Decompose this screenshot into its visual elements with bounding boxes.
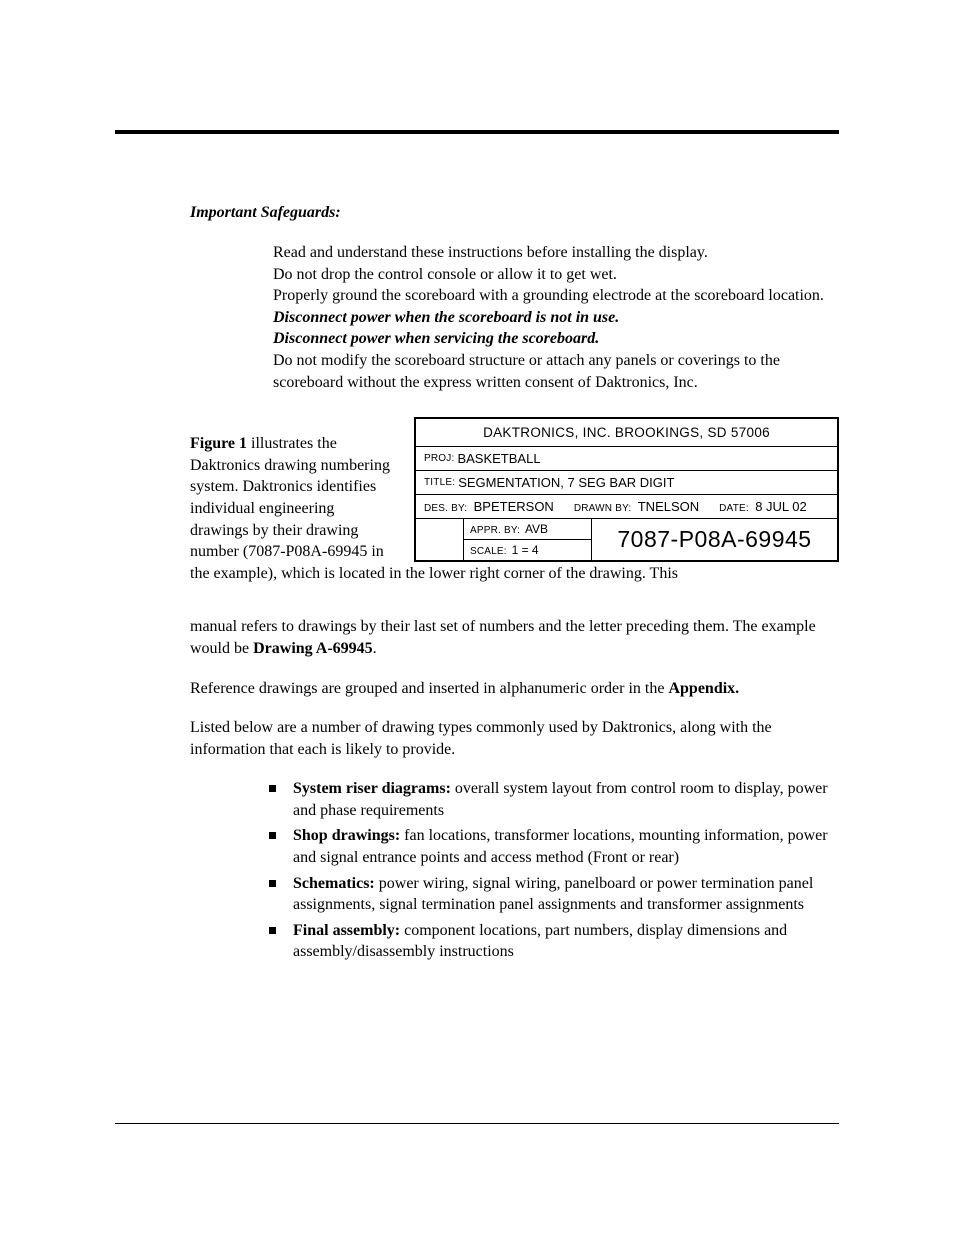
list-item: Schematics: power wiring, signal wiring,…: [293, 873, 839, 916]
date-value: 8 JUL 02: [755, 499, 807, 514]
scale-label: SCALE:: [470, 546, 507, 557]
figure-ref: Figure 1: [190, 435, 247, 452]
safeguards-block: Read and understand these instructions b…: [115, 242, 839, 393]
reference-paragraph: Reference drawings are grouped and inser…: [115, 678, 839, 700]
title-block-figure: DAKTRONICS, INC. BROOKINGS, SD 57006 PRO…: [414, 417, 839, 562]
list-item-term: Final assembly:: [293, 922, 400, 939]
ref-text-a: Reference drawings are grouped and inser…: [190, 680, 668, 697]
safeguard-line: Do not drop the control console or allow…: [273, 264, 839, 286]
listed-below-paragraph: Listed below are a number of drawing typ…: [115, 717, 839, 760]
title-block-blank-cell: [416, 519, 464, 560]
bottom-rule: [115, 1123, 839, 1124]
figure-paragraph-continued: manual refers to drawings by their last …: [115, 616, 839, 659]
safeguards-heading: Important Safeguards:: [115, 204, 839, 222]
drawn-by-value: TNELSON: [638, 499, 699, 514]
appr-by-label: APPR. BY:: [470, 525, 520, 536]
list-item-term: Schematics:: [293, 875, 375, 892]
safeguard-line: Read and understand these instructions b…: [273, 242, 839, 264]
drawing-example-ref: Drawing A-69945: [253, 640, 373, 657]
list-item: Shop drawings: fan locations, transforme…: [293, 825, 839, 868]
des-by-label: DES. BY:: [424, 503, 467, 514]
scale-value: 1 = 4: [512, 543, 539, 557]
title-block-header: DAKTRONICS, INC. BROOKINGS, SD 57006: [416, 419, 837, 447]
title-block-meta-row: DES. BY: BPETERSON DRAWN BY: TNELSON DAT…: [416, 495, 837, 519]
drawing-number: 7087-P08A-69945: [592, 519, 837, 560]
safeguard-line-emphasis: Disconnect power when servicing the scor…: [273, 328, 839, 350]
figure-cont-b: .: [373, 640, 377, 657]
appr-by-value: AVB: [525, 522, 548, 536]
des-by-value: BPETERSON: [474, 499, 554, 514]
top-rule: [115, 130, 839, 134]
list-item: System riser diagrams: overall system la…: [293, 778, 839, 821]
list-item-term: System riser diagrams:: [293, 780, 451, 797]
title-block-title-row: TITLE: SEGMENTATION, 7 SEG BAR DIGIT: [416, 471, 837, 495]
date-label: DATE:: [719, 503, 749, 514]
proj-label: PROJ:: [424, 453, 454, 464]
title-value: SEGMENTATION, 7 SEG BAR DIGIT: [458, 475, 674, 490]
safeguard-line: Do not modify the scoreboard structure o…: [273, 350, 839, 393]
appr-by-cell: APPR. BY: AVB: [464, 519, 592, 540]
drawing-types-list: System riser diagrams: overall system la…: [115, 778, 839, 963]
scale-cell: SCALE: 1 = 4: [464, 540, 592, 560]
appendix-ref: Appendix.: [668, 680, 739, 697]
title-label: TITLE:: [424, 477, 455, 488]
safeguard-line-emphasis: Disconnect power when the scoreboard is …: [273, 307, 839, 329]
proj-value: BASKETBALL: [457, 451, 540, 466]
title-block-bottom-row: APPR. BY: AVB SCALE: 1 = 4 7087-P08A-699…: [416, 519, 837, 560]
title-block-proj-row: PROJ: BASKETBALL: [416, 447, 837, 471]
list-item-term: Shop drawings:: [293, 827, 400, 844]
list-item: Final assembly: component locations, par…: [293, 920, 839, 963]
drawn-by-label: DRAWN BY:: [574, 503, 632, 514]
safeguard-line: Properly ground the scoreboard with a gr…: [273, 285, 839, 307]
